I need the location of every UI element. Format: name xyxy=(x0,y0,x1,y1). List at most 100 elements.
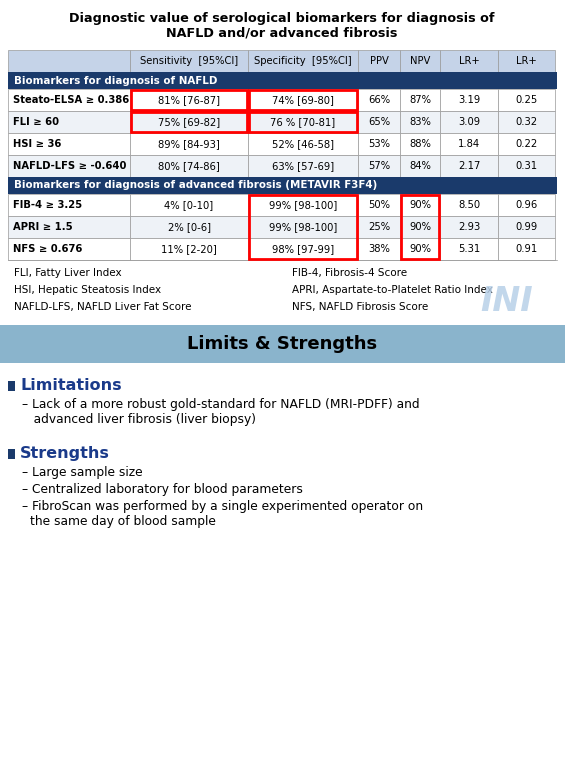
Text: – Large sample size: – Large sample size xyxy=(22,466,142,479)
Text: 3.19: 3.19 xyxy=(458,95,480,105)
Bar xyxy=(8,238,130,260)
Bar xyxy=(358,133,400,155)
Bar xyxy=(248,155,358,177)
Bar xyxy=(130,238,248,260)
Text: NAFLD-LFS ≥ -0.640: NAFLD-LFS ≥ -0.640 xyxy=(13,161,127,171)
Text: APRI, Aspartate-to-Platelet Ratio Index: APRI, Aspartate-to-Platelet Ratio Index xyxy=(292,285,493,295)
Text: NFS ≥ 0.676: NFS ≥ 0.676 xyxy=(13,244,82,254)
Bar xyxy=(440,89,498,111)
Text: Biomarkers for diagnosis of NAFLD: Biomarkers for diagnosis of NAFLD xyxy=(14,76,218,86)
Bar xyxy=(130,133,248,155)
Bar xyxy=(498,133,555,155)
Bar xyxy=(0,363,565,771)
Text: 63% [57-69]: 63% [57-69] xyxy=(272,161,334,171)
Bar xyxy=(440,50,498,72)
Bar xyxy=(358,216,400,238)
Text: 89% [84-93]: 89% [84-93] xyxy=(158,139,220,149)
Text: 84%: 84% xyxy=(409,161,431,171)
Text: PPV: PPV xyxy=(370,56,389,66)
Bar xyxy=(248,133,358,155)
Text: 4% [0-10]: 4% [0-10] xyxy=(164,200,214,210)
Bar xyxy=(8,194,130,216)
Bar xyxy=(249,195,357,259)
Text: 65%: 65% xyxy=(368,117,390,127)
Bar xyxy=(400,133,440,155)
Text: FIB-4, Fibrosis-4 Score: FIB-4, Fibrosis-4 Score xyxy=(292,268,407,278)
Text: 75% [69-82]: 75% [69-82] xyxy=(158,117,220,127)
Bar xyxy=(498,216,555,238)
Text: 90%: 90% xyxy=(409,222,431,232)
Bar xyxy=(400,216,440,238)
Text: 66%: 66% xyxy=(368,95,390,105)
Text: 80% [74-86]: 80% [74-86] xyxy=(158,161,220,171)
Bar xyxy=(498,194,555,216)
Text: 11% [2-20]: 11% [2-20] xyxy=(161,244,217,254)
Text: 74% [69-80]: 74% [69-80] xyxy=(272,95,334,105)
Bar xyxy=(498,155,555,177)
Text: 0.31: 0.31 xyxy=(515,161,537,171)
Bar xyxy=(8,177,557,194)
Bar xyxy=(440,155,498,177)
Text: 0.96: 0.96 xyxy=(515,200,538,210)
Bar xyxy=(440,216,498,238)
Text: LR+: LR+ xyxy=(516,56,537,66)
Text: Steato-ELSA ≥ 0.386: Steato-ELSA ≥ 0.386 xyxy=(13,95,129,105)
Bar xyxy=(130,111,248,133)
Text: HSI, Hepatic Steatosis Index: HSI, Hepatic Steatosis Index xyxy=(14,285,161,295)
Text: 90%: 90% xyxy=(409,200,431,210)
Bar xyxy=(401,195,439,259)
Bar xyxy=(130,50,248,72)
Bar xyxy=(440,194,498,216)
Text: INI: INI xyxy=(480,285,533,318)
Text: advanced liver fibrosis (liver biopsy): advanced liver fibrosis (liver biopsy) xyxy=(22,413,256,426)
Text: NPV: NPV xyxy=(410,56,430,66)
Text: Diagnostic value of serological biomarkers for diagnosis of: Diagnostic value of serological biomarke… xyxy=(69,12,495,25)
Text: 76 % [70-81]: 76 % [70-81] xyxy=(271,117,336,127)
Text: NAFLD-LFS, NAFLD Liver Fat Score: NAFLD-LFS, NAFLD Liver Fat Score xyxy=(14,302,192,312)
Bar xyxy=(130,155,248,177)
Text: 2.93: 2.93 xyxy=(458,222,480,232)
Bar xyxy=(248,50,358,72)
Text: 8.50: 8.50 xyxy=(458,200,480,210)
Text: HSI ≥ 36: HSI ≥ 36 xyxy=(13,139,62,149)
Bar xyxy=(358,89,400,111)
Text: 81% [76-87]: 81% [76-87] xyxy=(158,95,220,105)
Text: – Lack of a more robust gold-standard for NAFLD (MRI-PDFF) and: – Lack of a more robust gold-standard fo… xyxy=(22,398,420,411)
Bar xyxy=(8,72,557,89)
Bar xyxy=(8,133,130,155)
Bar xyxy=(8,381,15,391)
Bar xyxy=(358,111,400,133)
Text: 25%: 25% xyxy=(368,222,390,232)
Bar xyxy=(440,238,498,260)
Text: 90%: 90% xyxy=(409,244,431,254)
Bar xyxy=(358,50,400,72)
Bar xyxy=(400,89,440,111)
Text: 99% [98-100]: 99% [98-100] xyxy=(269,200,337,210)
Text: NFS, NAFLD Fibrosis Score: NFS, NAFLD Fibrosis Score xyxy=(292,302,428,312)
Bar xyxy=(248,89,358,111)
Text: 1.84: 1.84 xyxy=(458,139,480,149)
Text: 0.22: 0.22 xyxy=(515,139,538,149)
Text: 99% [98-100]: 99% [98-100] xyxy=(269,222,337,232)
Bar xyxy=(130,89,248,111)
Text: Strengths: Strengths xyxy=(20,446,110,461)
Text: NAFLD and/or advanced fibrosis: NAFLD and/or advanced fibrosis xyxy=(166,26,398,39)
Text: 53%: 53% xyxy=(368,139,390,149)
Text: FIB-4 ≥ 3.25: FIB-4 ≥ 3.25 xyxy=(13,200,82,210)
Bar xyxy=(130,216,248,238)
Text: Sensitivity  [95%CI]: Sensitivity [95%CI] xyxy=(140,56,238,66)
Text: 2.17: 2.17 xyxy=(458,161,480,171)
Text: 3.09: 3.09 xyxy=(458,117,480,127)
Bar xyxy=(498,111,555,133)
Bar xyxy=(0,325,565,363)
Bar xyxy=(400,155,440,177)
Text: – FibroScan was performed by a single experimented operator on: – FibroScan was performed by a single ex… xyxy=(22,500,423,513)
Text: Biomarkers for diagnosis of advanced fibrosis (METAVIR F3F4): Biomarkers for diagnosis of advanced fib… xyxy=(14,180,377,190)
Text: 5.31: 5.31 xyxy=(458,244,480,254)
Text: 0.32: 0.32 xyxy=(515,117,537,127)
Bar xyxy=(131,112,247,132)
Bar xyxy=(498,238,555,260)
Text: the same day of blood sample: the same day of blood sample xyxy=(30,515,216,528)
Bar xyxy=(8,216,130,238)
Bar xyxy=(8,89,130,111)
